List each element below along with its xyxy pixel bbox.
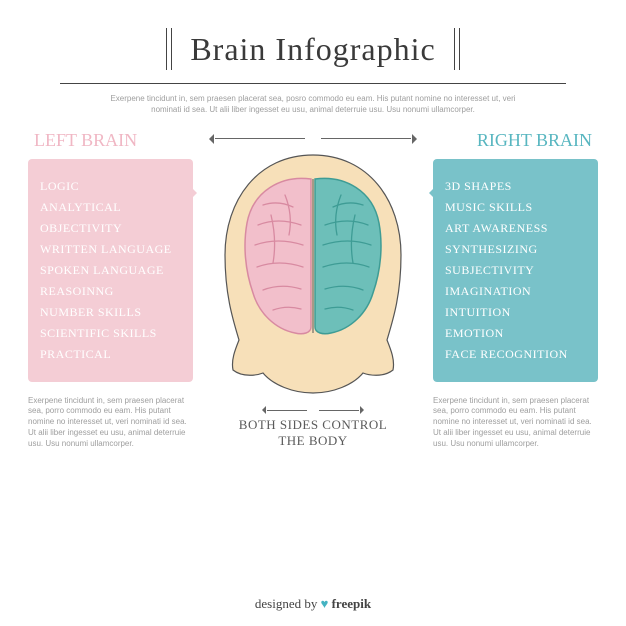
header-subtitle: Exerpene tincidunt in, sem praesen place… [98,94,528,116]
list-item: FACE RECOGNITION [445,347,586,362]
center-column: BOTH SIDES CONTROL THE BODY [193,130,433,449]
arrow-row [193,138,433,139]
right-brain-box: 3D SHAPES MUSIC SKILLS ART AWARENESS SYNTHE… [433,159,598,382]
list-item: WRITTEN LANGUAGE [40,242,181,257]
list-item: INTUITION [445,305,586,320]
list-item: SYNTHESIZING [445,242,586,257]
right-brain-list: 3D SHAPES MUSIC SKILLS ART AWARENESS SYNTHE… [445,179,586,362]
right-paragraph: Exerpene tincidunt in, sem praesen place… [433,396,598,450]
left-brain-list: LOGIC ANALYTICAL OBJECTIVITY WRITTEN LANGUA… [40,179,181,362]
caption-arrow-right-icon [319,410,359,411]
list-item: REASOINNG [40,284,181,299]
footer-prefix: designed by [255,596,321,611]
caption-arrow-row [193,410,433,411]
heart-icon: ♥ [321,596,329,611]
list-item: SPOKEN LANGUAGE [40,263,181,278]
title-wrap: Brain Infographic [166,28,459,70]
brain-icon [203,145,423,395]
right-column: RIGHT BRAIN 3D SHAPES MUSIC SKILLS ART AWA… [433,130,598,450]
list-item: SCIENTIFIC SKILLS [40,326,181,341]
footer: designed by ♥ freepik [0,596,626,612]
brain-illustration [193,145,433,400]
caption-arrow-left-icon [267,410,307,411]
header-rule [60,83,566,84]
left-paragraph: Exerpene tincidunt in, sem praesen place… [28,396,193,450]
arrow-left-icon [215,138,305,139]
main: LEFT BRAIN LOGIC ANALYTICAL OBJECTIVITY WRI… [0,130,626,450]
right-brain-title: RIGHT BRAIN [433,130,598,151]
list-item: SUBJECTIVITY [445,263,586,278]
list-item: ART AWARENESS [445,221,586,236]
title-ornament-right [454,28,460,70]
caption-line-1: BOTH SIDES CONTROL [193,417,433,433]
title-ornament-left [166,28,172,70]
list-item: IMAGINATION [445,284,586,299]
arrow-right-icon [321,138,411,139]
header: Brain Infographic Exerpene tincidunt in,… [0,0,626,116]
center-caption: BOTH SIDES CONTROL THE BODY [193,417,433,449]
caption-line-2: THE BODY [193,433,433,449]
list-item: ANALYTICAL [40,200,181,215]
left-brain-title: LEFT BRAIN [28,130,193,151]
list-item: EMOTION [445,326,586,341]
footer-brand: freepik [332,596,371,611]
list-item: NUMBER SKILLS [40,305,181,320]
left-brain-box: LOGIC ANALYTICAL OBJECTIVITY WRITTEN LANGUA… [28,159,193,382]
list-item: PRACTICAL [40,347,181,362]
list-item: LOGIC [40,179,181,194]
list-item: OBJECTIVITY [40,221,181,236]
list-item: 3D SHAPES [445,179,586,194]
left-column: LEFT BRAIN LOGIC ANALYTICAL OBJECTIVITY WRI… [28,130,193,450]
list-item: MUSIC SKILLS [445,200,586,215]
page-title: Brain Infographic [190,31,435,68]
